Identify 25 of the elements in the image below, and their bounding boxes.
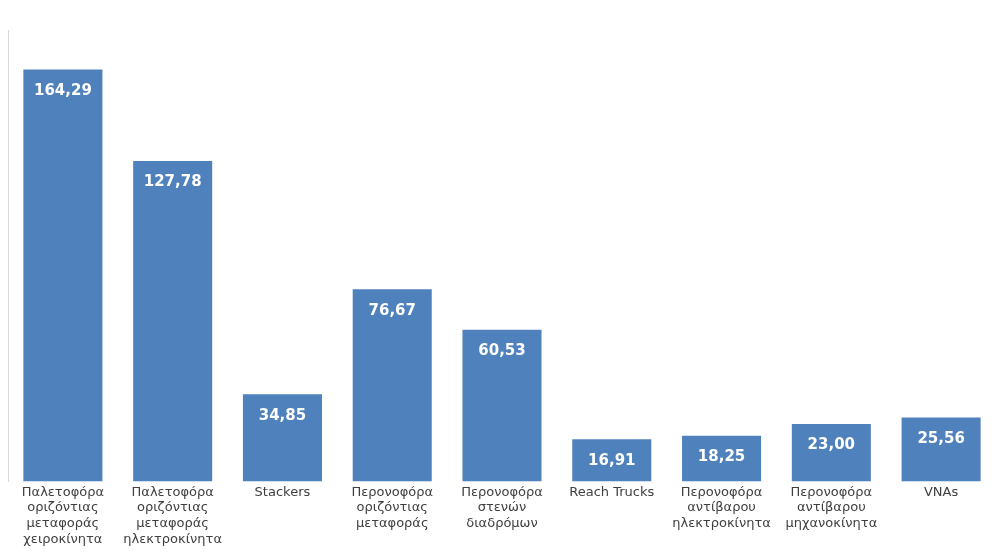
x-tick-label: VNAs (923, 483, 959, 499)
x-tick-label: Περονοφόρα οριζόντιας μεταφοράς (351, 483, 434, 530)
data-label: 127,78 (143, 172, 202, 191)
x-tick-label: Reach Trucks (569, 483, 655, 499)
bar (133, 161, 213, 482)
data-label: 60,53 (478, 341, 526, 360)
bar (352, 289, 432, 482)
data-label: 25,56 (917, 428, 965, 447)
x-tick-label: Παλετοφόρα οριζόντιας μεταφοράς ηλεκτροκίνητα (123, 483, 222, 546)
bar (791, 423, 871, 482)
x-tick-label: Περονοφόρα αντίβαρου μηχανοκίνητα (785, 483, 878, 530)
bar (242, 394, 322, 482)
bar (901, 417, 981, 482)
data-label: 16,91 (588, 450, 636, 469)
data-label: 164,29 (33, 80, 92, 99)
data-label: 34,85 (258, 405, 307, 424)
data-label: 23,00 (807, 435, 856, 454)
data-label: 76,67 (368, 300, 416, 319)
x-tick-label: Παλετοφόρα οριζόντιας μεταφοράς χειροκίνητα (21, 483, 104, 546)
bar (23, 69, 103, 482)
x-tick-label: Περονοφόρα στενών διαδρόμων (461, 483, 543, 530)
data-label: 18,25 (697, 447, 746, 466)
x-tick-label: Stackers (254, 483, 311, 499)
bar (462, 329, 542, 482)
x-tick-label: Περονοφόρα αντίβαρου ηλεκτροκίνητα (672, 483, 771, 530)
